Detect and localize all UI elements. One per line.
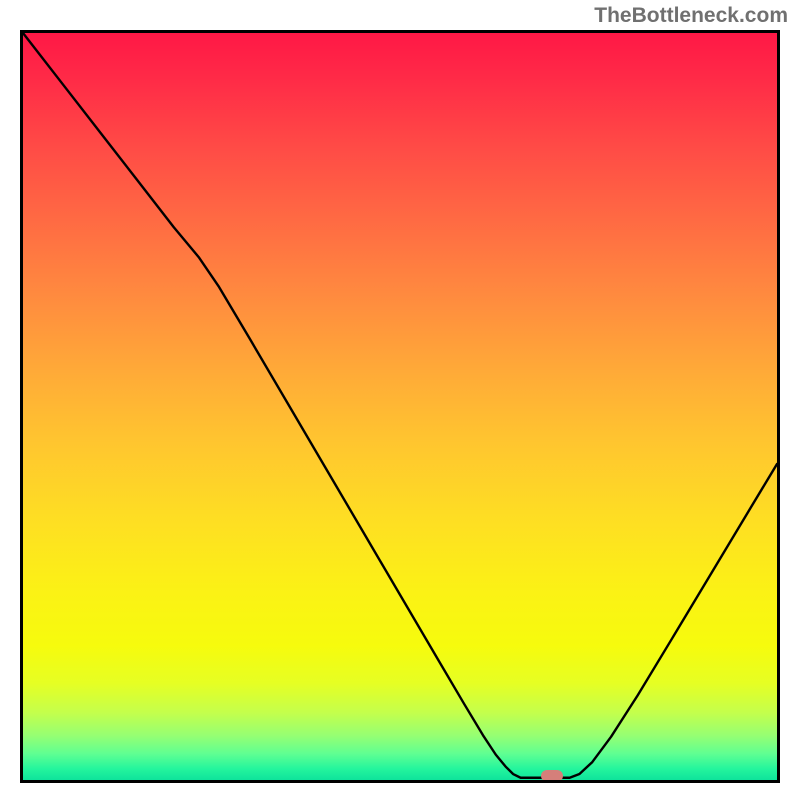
plot-area (23, 33, 777, 780)
chart-container: TheBottleneck.com (0, 0, 800, 800)
bottleneck-curve (23, 33, 777, 780)
curve-polyline (23, 33, 777, 778)
optimum-marker (541, 770, 563, 780)
watermark-text: TheBottleneck.com (594, 4, 788, 28)
